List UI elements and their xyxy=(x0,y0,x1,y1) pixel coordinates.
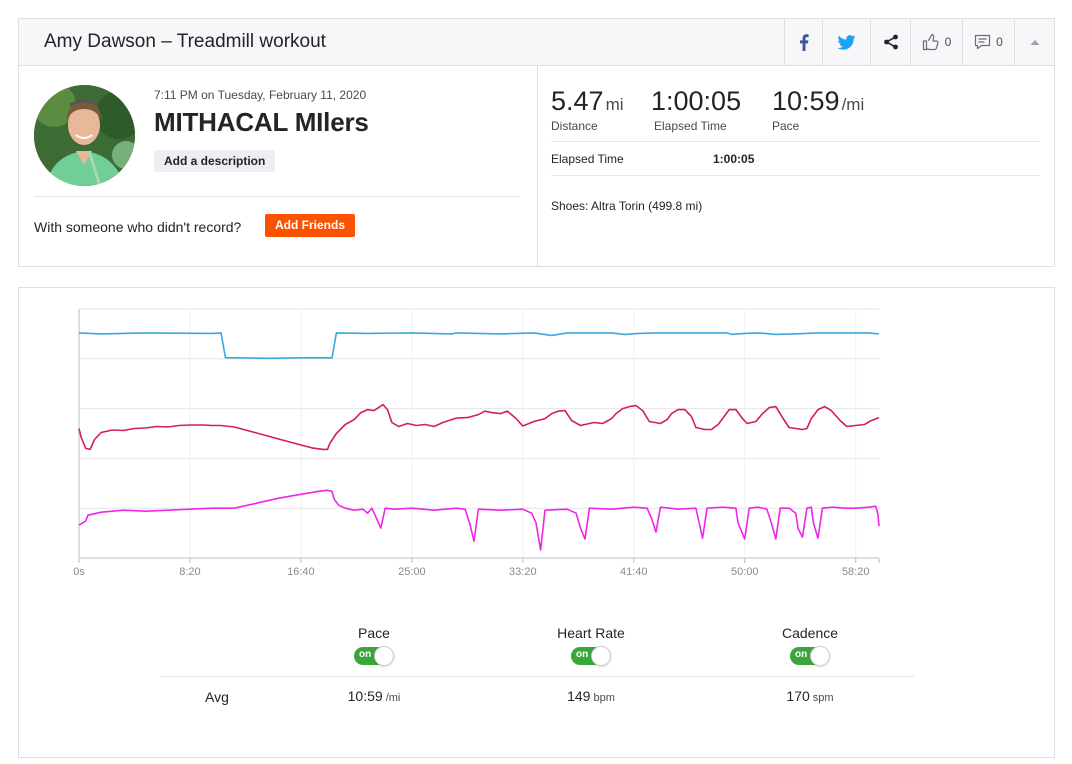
distance-unit: mi xyxy=(605,95,624,114)
activity-chart[interactable]: 0s 8:20 16:40 25:00 33:20 41:40 50:00 58:20 xyxy=(19,288,1054,588)
chart-x-tick-label: 0s xyxy=(73,566,85,578)
share-button[interactable] xyxy=(870,19,910,65)
avg-pace: 10:59/mi xyxy=(304,688,444,704)
activity-datetime: 7:11 PM on Tuesday, February 11, 2020 xyxy=(154,88,367,102)
athlete-section: 7:11 PM on Tuesday, February 11, 2020 MI… xyxy=(19,66,538,267)
facebook-icon xyxy=(799,33,809,51)
chart-x-tick-label: 58:20 xyxy=(842,566,870,578)
avg-heart-rate: 149 bpm xyxy=(521,688,661,704)
thumbs-up-icon xyxy=(922,33,939,51)
avg-cadence-unit: spm xyxy=(812,692,834,704)
chart-x-tick-label: 8:20 xyxy=(179,566,200,578)
athlete-avatar[interactable] xyxy=(34,85,135,186)
chart-x-tick-label: 41:40 xyxy=(620,566,648,578)
toggle-knob xyxy=(810,646,830,666)
analysis-chart-card: 0s 8:20 16:40 25:00 33:20 41:40 50:00 58:20 Pac… xyxy=(18,287,1055,758)
divider xyxy=(551,141,1039,142)
facebook-share-button[interactable] xyxy=(784,19,822,65)
avg-pace-unit: /mi xyxy=(385,692,401,704)
distance-value: 5.47 xyxy=(551,86,604,116)
legend-pace: Pace on xyxy=(304,625,444,666)
cadence-toggle[interactable]: on xyxy=(790,646,830,666)
pace-label: Pace xyxy=(772,119,800,133)
add-description-button[interactable]: Add a description xyxy=(154,150,276,172)
activity-header: Amy Dawson – Treadmill workout 0 0 xyxy=(19,19,1054,66)
pace-toggle[interactable]: on xyxy=(354,646,394,666)
share-icon xyxy=(883,34,898,50)
chart-x-tick-label: 33:20 xyxy=(509,566,537,578)
shoes-info: Shoes: Altra Torin (499.8 mi) xyxy=(551,199,703,213)
activity-title: Amy Dawson – Treadmill workout xyxy=(44,31,326,52)
avg-heart-rate-unit: bpm xyxy=(593,692,615,704)
heart-rate-toggle[interactable]: on xyxy=(571,646,611,666)
caret-up-icon xyxy=(1030,39,1039,45)
pace-unit: /mi xyxy=(841,95,865,114)
elapsed-label: Elapsed Time xyxy=(654,119,727,133)
twitter-icon xyxy=(837,34,856,50)
stat-elapsed-time: 1:00:05 Elapsed Time xyxy=(651,86,741,133)
divider xyxy=(34,196,519,197)
toggle-knob xyxy=(374,646,394,666)
legend-heart-rate-label: Heart Rate xyxy=(557,625,625,641)
avg-pace-value: 10:59 xyxy=(347,688,383,704)
comments-button[interactable]: 0 xyxy=(962,19,1014,65)
avg-cadence: 170 spm xyxy=(740,688,880,704)
pace-value: 10:59 xyxy=(772,86,840,116)
avg-heart-rate-value: 149 xyxy=(567,688,591,704)
activity-summary-card: Amy Dawson – Treadmill workout 0 0 xyxy=(18,18,1055,267)
chart-series-cadence xyxy=(78,489,880,551)
friends-prompt: With someone who didn't record? xyxy=(34,219,242,235)
collapse-button[interactable] xyxy=(1014,19,1054,65)
athlete-photo xyxy=(34,85,135,186)
divider xyxy=(551,175,1039,176)
comments-count: 0 xyxy=(996,35,1003,49)
legend-cadence: Cadence on xyxy=(740,625,880,666)
toggle-knob xyxy=(591,646,611,666)
chart-series-heart-rate xyxy=(78,403,880,451)
pace-toggle-text: on xyxy=(359,649,372,660)
activity-name[interactable]: MITHACAL MIlers xyxy=(154,107,369,137)
stat-distance: 5.47 mi Distance xyxy=(551,86,624,133)
distance-label: Distance xyxy=(551,119,598,133)
kudos-button[interactable]: 0 xyxy=(910,19,962,65)
legend-cadence-label: Cadence xyxy=(781,625,839,641)
twitter-share-button[interactable] xyxy=(822,19,870,65)
chart-x-tick-label: 16:40 xyxy=(287,566,315,578)
stats-section: 5.47 mi Distance 1:00:05 Elapsed Time 10:… xyxy=(539,66,1055,267)
comment-icon xyxy=(975,34,991,50)
kudos-count: 0 xyxy=(944,35,952,49)
stat-pace: 10:59/mi Pace xyxy=(772,86,864,133)
chart-series-pace xyxy=(78,332,880,360)
avg-label: Avg xyxy=(205,689,229,705)
header-actions: 0 0 xyxy=(784,19,1054,65)
more-stat-value: 1:00:05 xyxy=(713,152,755,166)
divider xyxy=(160,676,914,677)
legend-pace-label: Pace xyxy=(358,625,390,641)
heart-rate-toggle-text: on xyxy=(576,649,589,660)
elapsed-value: 1:00:05 xyxy=(651,86,742,116)
chart-x-tick-label: 50:00 xyxy=(731,566,759,578)
avg-cadence-value: 170 xyxy=(786,688,810,704)
more-stat-label: Elapsed Time xyxy=(551,152,624,166)
cadence-toggle-text: on xyxy=(795,649,808,660)
chart-x-tick-label: 25:00 xyxy=(398,566,426,578)
add-friends-button[interactable]: Add Friends xyxy=(265,214,356,237)
legend-heart-rate: Heart Rate on xyxy=(521,625,661,666)
